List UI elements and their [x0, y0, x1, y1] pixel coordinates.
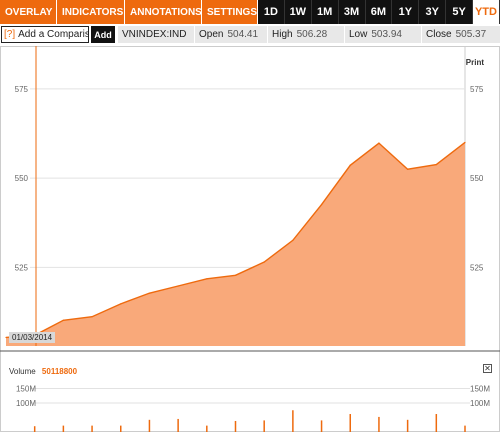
menu-settings[interactable]: SETTINGS▼ [202, 0, 267, 24]
range-3m[interactable]: 3M [338, 0, 366, 24]
volume-bar [234, 420, 237, 432]
volume-label: Volume [9, 367, 36, 376]
comparison-row: [?] Add a Comparison Add VNINDEX:IND Ope… [0, 25, 500, 45]
volume-bar [292, 410, 294, 432]
add-comparison-input[interactable]: [?] Add a Comparison [1, 26, 89, 43]
price-point [292, 239, 294, 241]
toolbar: OVERLAY▼INDICATORS▼ANNOTATIONS▼SETTINGS▼… [0, 0, 500, 24]
volume-value: 50118800 [41, 367, 78, 376]
chart-canvas: 525 525 550 550 575 575 150M 150M 100M 100M [0, 46, 500, 432]
ticker-label: VNINDEX:IND [122, 29, 187, 40]
volume-bar [91, 425, 93, 432]
volume-bar [120, 425, 122, 432]
menu-indicators[interactable]: INDICATORS▼ [57, 0, 133, 24]
price-point [5, 336, 7, 339]
volume-bar [206, 425, 208, 432]
price-point [464, 141, 466, 144]
close-label: Close [426, 29, 452, 40]
volume-tick-right: 100M [470, 399, 490, 408]
volume-bar [349, 414, 351, 432]
price-point [378, 142, 380, 144]
volume-tick-right: 150M [470, 385, 490, 394]
range-1w[interactable]: 1W [284, 0, 312, 24]
price-point [320, 203, 323, 206]
high-quote: High 506.28 [268, 26, 344, 43]
range-1d[interactable]: 1D [258, 0, 285, 24]
low-value: 503.94 [371, 29, 402, 40]
volume-tick-left: 150M [16, 385, 36, 394]
menu-label: INDICATORS [62, 6, 124, 18]
low-quote: Low 503.94 [345, 26, 421, 43]
y-tick-label-left: 525 [15, 263, 29, 272]
close-quote: Close 505.37 [422, 26, 500, 43]
y-tick-label-right: 525 [470, 263, 484, 272]
menu-label: SETTINGS [207, 6, 258, 18]
crosshair-date-label: 01/03/2014 [9, 332, 56, 343]
low-label: Low [349, 29, 368, 40]
range-ytd[interactable]: YTD [473, 0, 500, 24]
high-label: High [272, 29, 293, 40]
price-point [120, 303, 122, 305]
volume-bar [435, 414, 438, 432]
range-3y[interactable]: 3Y [419, 0, 447, 24]
close-icon[interactable]: ✕ [483, 364, 492, 373]
volume-bar [33, 426, 36, 432]
menu-label: ANNOTATIONS [130, 6, 202, 18]
high-value: 506.28 [296, 29, 328, 40]
range-1m[interactable]: 1M [311, 0, 339, 24]
y-tick-label-left: 550 [15, 174, 29, 183]
price-point [263, 261, 265, 263]
price-point [62, 319, 64, 321]
range-1y[interactable]: 1Y [392, 0, 420, 24]
range-6m[interactable]: 6M [365, 0, 393, 24]
volume-bar [378, 416, 380, 432]
volume-tick-left: 100M [16, 399, 36, 408]
close-value: 505.37 [455, 29, 487, 40]
price-point [407, 168, 409, 170]
price-point [91, 316, 93, 318]
price-point [435, 163, 437, 166]
y-tick-label-left: 575 [15, 85, 29, 94]
price-chart[interactable]: 525 525 550 550 575 575 150M 150M 100M 100M Print… [0, 46, 500, 432]
price-point [234, 274, 237, 276]
price-area [6, 142, 465, 346]
volume-bar [320, 420, 323, 432]
volume-bar [62, 425, 65, 432]
y-tick-label-right: 550 [470, 174, 484, 183]
volume-bar [177, 418, 179, 432]
open-quote: Open 504.41 [195, 26, 267, 43]
open-label: Open [199, 29, 224, 40]
comparison-placeholder: Add a Comparison [18, 29, 88, 40]
open-value: 504.41 [227, 29, 259, 40]
y-tick-label-right: 575 [470, 85, 484, 94]
menu-overlay[interactable]: OVERLAY▼ [0, 0, 62, 24]
volume-bar [464, 425, 466, 432]
menu-annotations[interactable]: ANNOTATIONS▼ [125, 0, 212, 24]
price-point [177, 285, 179, 287]
volume-bar [263, 420, 265, 432]
volume-bar [406, 419, 409, 432]
menu-label: OVERLAY [5, 6, 53, 18]
help-icon[interactable]: [?] [4, 29, 16, 40]
price-point [148, 292, 151, 294]
volume-header: Volume 50118800 [9, 367, 77, 376]
ticker-symbol: VNINDEX:IND [118, 26, 194, 43]
volume-bar [148, 419, 151, 432]
print-link[interactable]: Print [465, 58, 484, 67]
price-point [349, 164, 351, 166]
add-comparison-button[interactable]: Add [91, 26, 115, 43]
price-point [206, 278, 208, 280]
range-5y[interactable]: 5Y [446, 0, 473, 24]
